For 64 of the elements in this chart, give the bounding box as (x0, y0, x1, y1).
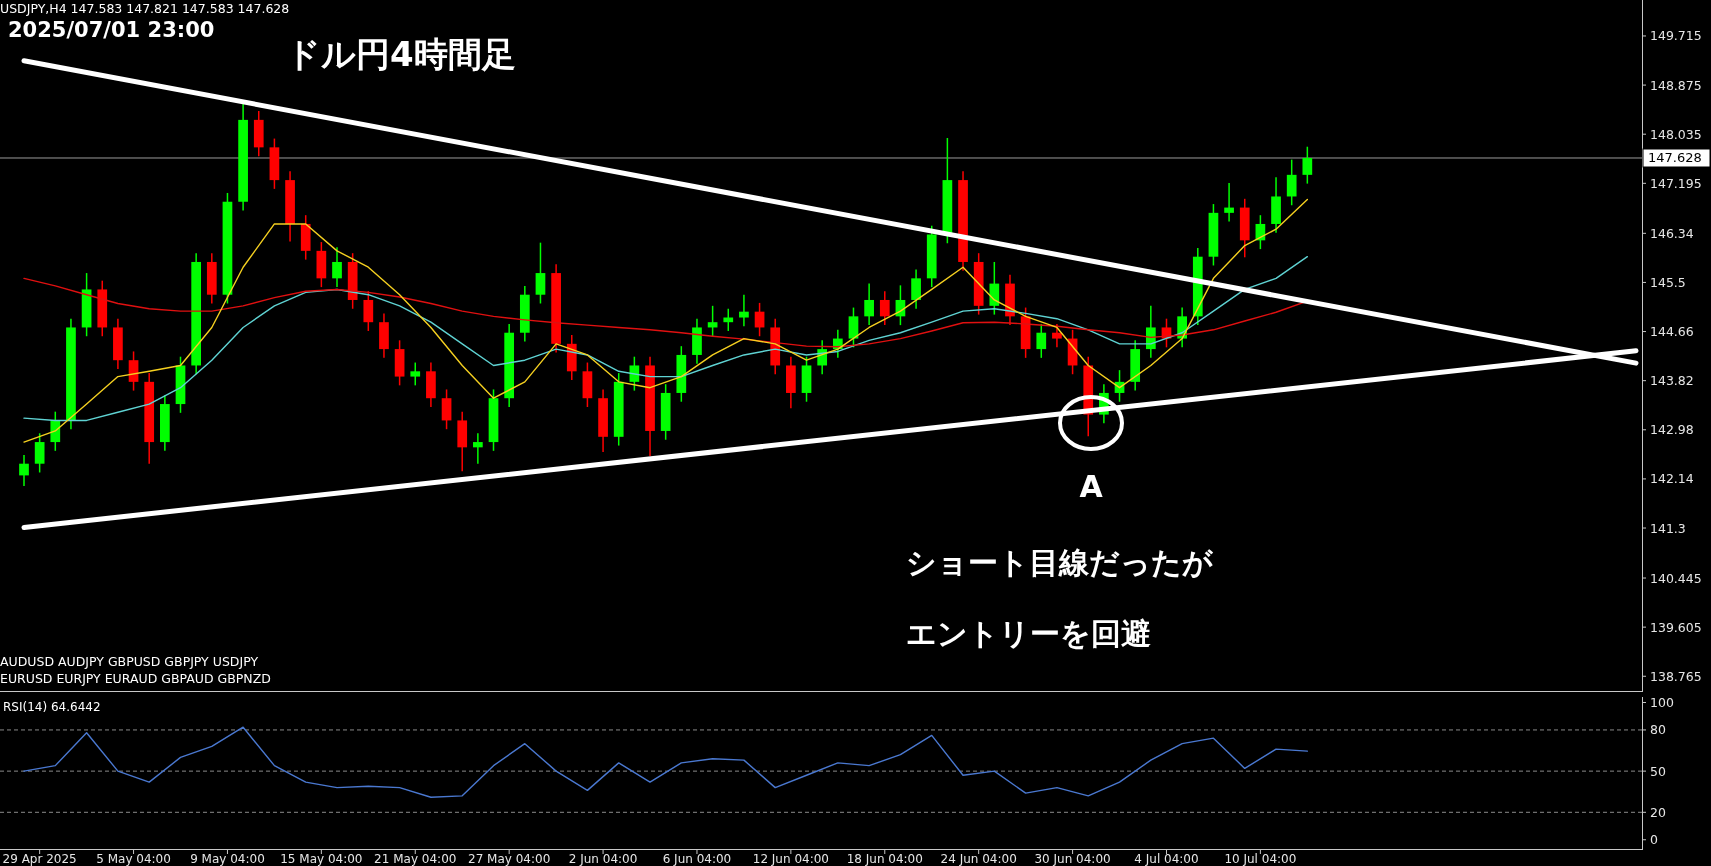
annotation: 2025/07/01 23:00 (8, 18, 215, 42)
y-tick-label: 139.605 (1650, 619, 1702, 635)
x-tick-label: 24 Jun 04:00 (940, 852, 1017, 866)
y-tick-label: 0 (1650, 832, 1658, 848)
candlestick (1302, 145, 1313, 185)
y-tick-label: 80 (1650, 722, 1666, 738)
x-tick-label: 15 May 04:00 (280, 852, 363, 866)
x-tick-label: 21 May 04:00 (374, 852, 457, 866)
y-tick-label: 100 (1650, 694, 1674, 710)
y-tick-label: 50 (1650, 763, 1666, 779)
x-tick-label: 30 Jun 04:00 (1034, 852, 1111, 866)
candlestick (535, 241, 546, 305)
chart-subtitle: USDJPY,H4 147.583 147.821 147.583 147.628 (0, 1, 290, 16)
x-tick-label: 29 Apr 2025 (2, 852, 77, 866)
candlestick (864, 282, 874, 326)
candlestick (473, 432, 483, 465)
candlestick (441, 388, 452, 430)
y-tick-label: 149.715 (1650, 28, 1702, 44)
y-tick-label: 143.82 (1650, 373, 1694, 389)
candlestick (363, 290, 374, 332)
x-tick-label: 27 May 04:00 (468, 852, 551, 866)
candlestick (410, 361, 421, 387)
candlestick (19, 454, 29, 487)
candlestick (1224, 182, 1234, 223)
candlestick (911, 268, 921, 310)
candlestick (34, 432, 45, 474)
y-tick-label: 20 (1650, 804, 1666, 820)
candlestick (879, 290, 890, 326)
line-series (23, 726, 1309, 798)
candlestick (50, 410, 61, 452)
x-tick-label: 18 Jun 04:00 (846, 852, 923, 866)
x-tick-label: 9 May 04:00 (190, 852, 265, 866)
y-tick-label: 147.195 (1650, 175, 1702, 191)
line-series (23, 198, 1309, 443)
y-tick-label: 148.035 (1650, 126, 1702, 142)
candlestick (1052, 323, 1062, 349)
y-tick-label: 145.5 (1650, 274, 1686, 290)
candlestick (739, 293, 749, 328)
annotation: AUDUSD AUDJPY GBPUSD GBPJPY USDJPY (0, 654, 259, 669)
candlestick (332, 246, 342, 288)
y-tick-label: 144.66 (1650, 324, 1694, 340)
y-tick-label: 140.445 (1650, 570, 1702, 586)
x-tick-label: 12 Jun 04:00 (752, 852, 829, 866)
y-tick-label: 146.34 (1650, 225, 1694, 241)
annotation: ショート目線だったが (906, 545, 1214, 580)
candlestick (1286, 158, 1297, 206)
x-tick-label: 10 Jul 04:00 (1224, 852, 1297, 866)
candlestick (989, 261, 1000, 316)
y-tick-label: 148.875 (1650, 77, 1702, 93)
y-tick-label: 141.3 (1650, 520, 1686, 536)
annotation: A (1079, 469, 1104, 504)
y-tick-label: 138.765 (1650, 668, 1702, 684)
x-tick-label: 2 Jun 04:00 (568, 852, 638, 866)
ref-line-label: 147.628 (1648, 150, 1702, 166)
y-tick-label: 142.98 (1650, 422, 1694, 438)
x-tick-label: 4 Jul 04:00 (1134, 852, 1199, 866)
candlestick (1036, 323, 1047, 359)
chart-title: RSI(14) 64.6442 (3, 700, 101, 714)
x-tick-label: 5 May 04:00 (96, 852, 171, 866)
annotation: EURUSD EURJPY EURAUD GBPAUD GBPNZD (0, 671, 271, 686)
text: ドル円4時間足 (286, 34, 516, 74)
x-tick-label: 6 Jun 04:00 (662, 852, 732, 866)
annotation: エントリーを回避 (906, 616, 1151, 651)
y-tick-label: 142.14 (1650, 471, 1694, 487)
